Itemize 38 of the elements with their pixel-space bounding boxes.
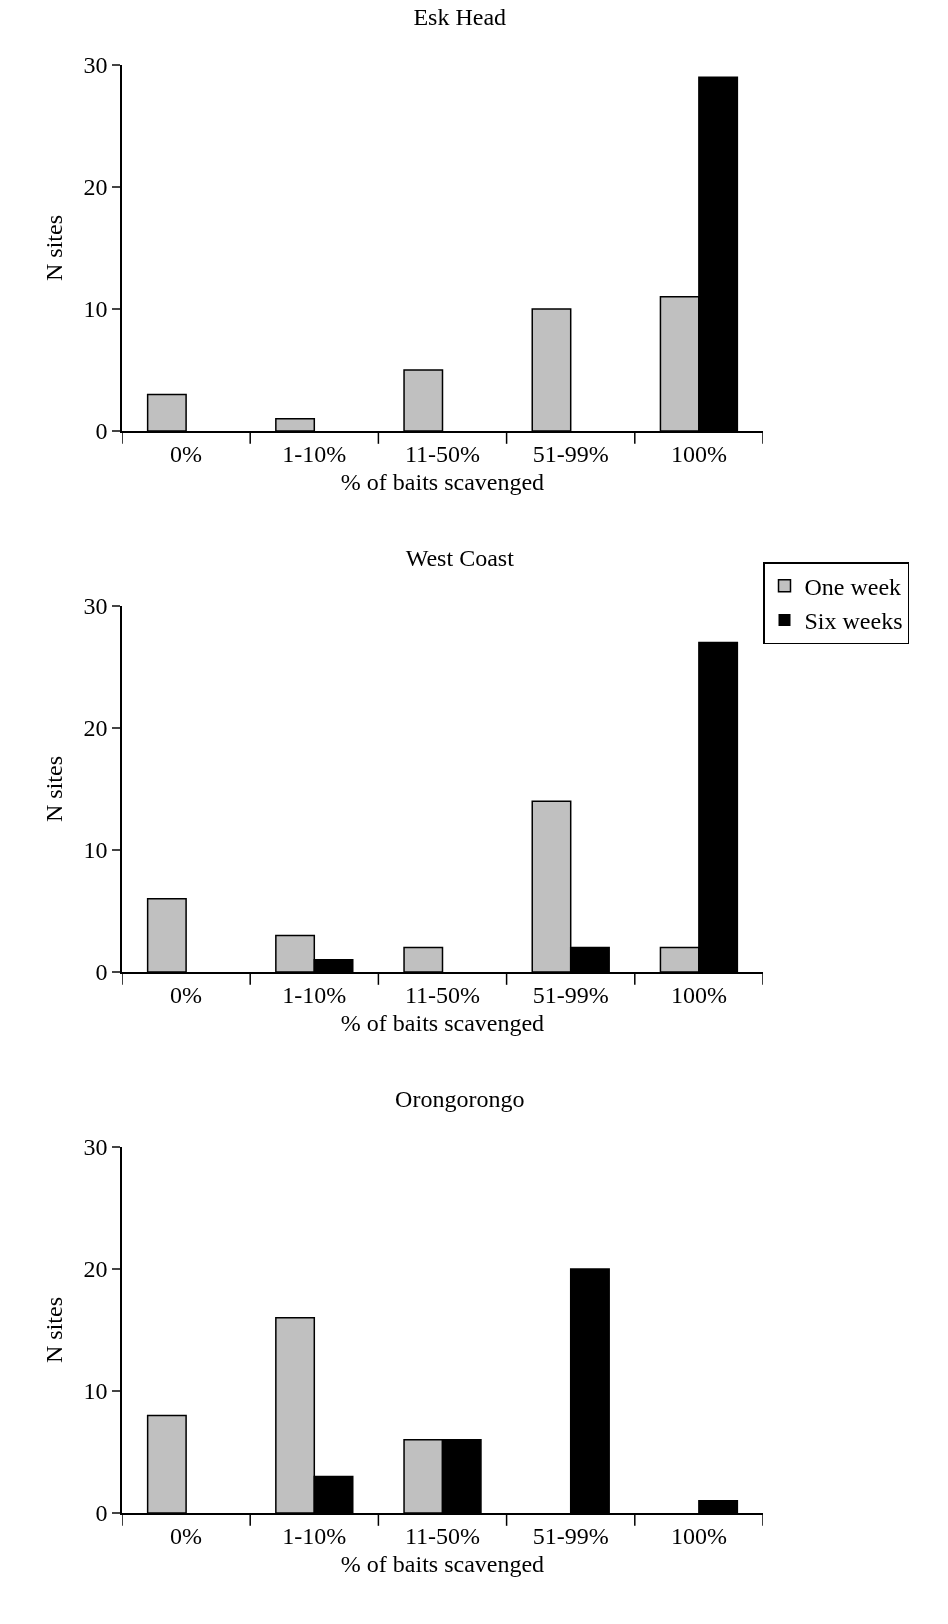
x-tick-label: 51-99%	[532, 1522, 609, 1549]
x-tick-label: 11-50%	[404, 440, 481, 467]
y-tick-label: 10	[83, 296, 108, 323]
x-tick-label: 51-99%	[532, 981, 609, 1008]
y-tick-label: 30	[83, 1134, 108, 1161]
x-tick-label: 0%	[170, 1522, 203, 1549]
chart-title: Esk Head	[413, 3, 507, 30]
y-tick-label: 0	[95, 959, 108, 986]
x-tick-label: 11-50%	[404, 981, 481, 1008]
y-axis-title: N sites	[41, 1297, 68, 1363]
y-tick-label: 10	[83, 1378, 108, 1405]
x-axis-title: % of baits scavenged	[340, 1010, 545, 1037]
x-tick-label: 100%	[670, 981, 727, 1008]
x-tick-label: 11-50%	[404, 1522, 481, 1549]
x-tick-label: 1-10%	[282, 440, 347, 467]
x-tick-label: 51-99%	[532, 440, 609, 467]
x-tick-label: 1-10%	[282, 981, 347, 1008]
y-tick-label: 30	[83, 593, 108, 620]
chart-title: West Coast	[405, 544, 515, 571]
y-tick-label: 20	[83, 174, 108, 201]
y-axis-title: N sites	[41, 215, 68, 281]
x-tick-label: 100%	[670, 440, 727, 467]
legend-label: One week	[804, 574, 902, 601]
y-tick-label: 20	[83, 715, 108, 742]
x-tick-label: 0%	[170, 440, 203, 467]
x-tick-label: 100%	[670, 1522, 727, 1549]
x-tick-label: 1-10%	[282, 1522, 347, 1549]
y-tick-label: 10	[83, 837, 108, 864]
legend-label: Six weeks	[804, 608, 903, 635]
x-axis-title: % of baits scavenged	[340, 1551, 545, 1578]
x-tick-label: 0%	[170, 981, 203, 1008]
chart-title: Orongorongo	[395, 1085, 525, 1112]
y-tick-label: 20	[83, 1256, 108, 1283]
y-tick-label: 0	[95, 418, 108, 445]
y-tick-label: 30	[83, 52, 108, 79]
x-axis-title: % of baits scavenged	[340, 469, 545, 496]
y-axis-title: N sites	[41, 756, 68, 822]
y-tick-label: 0	[95, 1500, 108, 1527]
